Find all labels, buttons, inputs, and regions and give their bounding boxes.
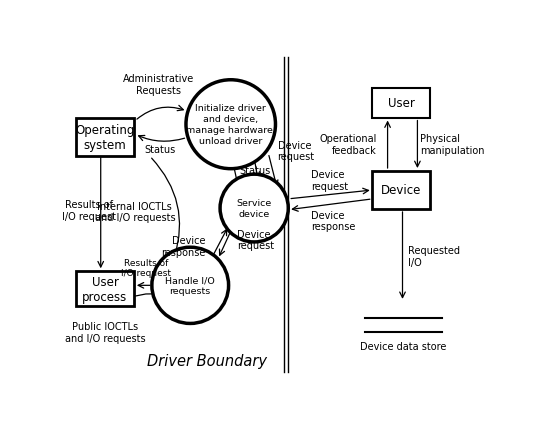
Ellipse shape <box>152 248 229 324</box>
Text: Status: Status <box>145 144 176 155</box>
Text: Device
response: Device response <box>311 210 355 232</box>
Text: Device
request: Device request <box>237 229 274 251</box>
Text: Handle I/O
requests: Handle I/O requests <box>166 276 215 296</box>
Text: Service
device: Service device <box>236 199 272 219</box>
FancyBboxPatch shape <box>76 119 134 157</box>
Ellipse shape <box>220 175 288 242</box>
Text: Public IOCTLs
and I/O requests: Public IOCTLs and I/O requests <box>65 322 145 343</box>
FancyBboxPatch shape <box>372 172 430 210</box>
Text: Device
request: Device request <box>311 170 348 192</box>
Text: Requested
I/O: Requested I/O <box>408 245 460 267</box>
Text: Results of
I/O request: Results of I/O request <box>122 258 172 277</box>
Text: Status: Status <box>239 166 271 176</box>
Text: Operating
system: Operating system <box>75 124 135 152</box>
Text: Device
response: Device response <box>161 236 205 257</box>
Text: Internal IOCTLs
and I/O requests: Internal IOCTLs and I/O requests <box>95 201 175 223</box>
Text: Device data store: Device data store <box>360 341 447 351</box>
Text: Driver Boundary: Driver Boundary <box>147 354 267 368</box>
Text: Device
request: Device request <box>278 141 315 162</box>
Text: Physical
manipulation: Physical manipulation <box>420 134 485 155</box>
Text: Results of
I/O request: Results of I/O request <box>62 199 116 221</box>
Text: User
process: User process <box>82 275 128 303</box>
FancyBboxPatch shape <box>372 89 430 118</box>
Text: Administrative
Requests: Administrative Requests <box>123 74 194 95</box>
Text: Initialize driver
and device,
manage hardware,
unload driver: Initialize driver and device, manage har… <box>186 104 276 146</box>
FancyBboxPatch shape <box>76 272 134 306</box>
Ellipse shape <box>186 81 276 169</box>
Text: Operational
feedback: Operational feedback <box>319 134 377 155</box>
Text: User: User <box>388 97 415 110</box>
Text: Device: Device <box>381 184 421 197</box>
